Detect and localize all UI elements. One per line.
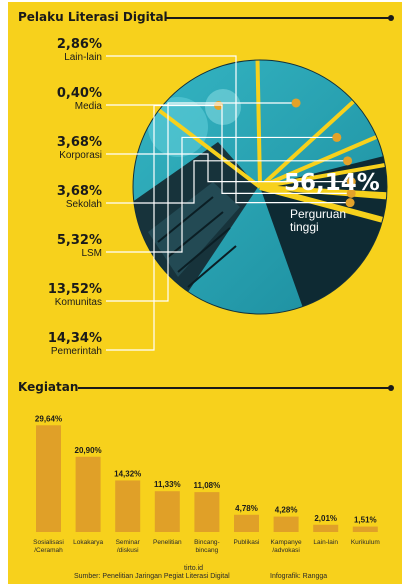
bar bbox=[154, 491, 180, 532]
pie-value: 0,40% bbox=[56, 86, 102, 101]
pie-slice-marker bbox=[346, 188, 356, 198]
pie-slice-boundary bbox=[259, 184, 384, 223]
pie-leader-line bbox=[106, 55, 351, 204]
bar-category-label: Kampanye/advokasi bbox=[271, 539, 302, 554]
section-title-kegiatan: Kegiatan bbox=[18, 380, 79, 394]
bar-category-label: Bincang-bincang bbox=[194, 539, 220, 554]
pie-value: 5,32% bbox=[56, 233, 102, 248]
infographic: Pelaku Literasi Digital bbox=[8, 2, 402, 584]
pie-label-komunitas: 13,52% Komunitas bbox=[8, 282, 102, 309]
footer-credit: Infografik: Rangga bbox=[270, 573, 328, 580]
pie-label-media: 0,40% Media bbox=[8, 86, 102, 113]
pie-slice-boundary bbox=[259, 135, 378, 189]
pie-category: Korporasi bbox=[59, 150, 102, 161]
bar-category-label: Publikasi bbox=[233, 539, 259, 546]
pie-slice-boundary bbox=[157, 108, 262, 189]
bar-category-label: Lain-lain bbox=[313, 539, 338, 546]
section-rule bbox=[78, 387, 392, 389]
pie-outline bbox=[132, 59, 388, 315]
bar bbox=[194, 492, 220, 532]
bar-value-label: 2,01% bbox=[314, 514, 337, 523]
pie-slice-marker bbox=[346, 177, 356, 187]
pie-category: Sekolah bbox=[65, 199, 102, 210]
bar-value-label: 14,32% bbox=[114, 469, 141, 478]
bar bbox=[352, 526, 378, 532]
pie-value: 3,68% bbox=[56, 184, 102, 199]
pie-slice-boundary bbox=[255, 59, 262, 188]
bar bbox=[36, 425, 61, 532]
pie-value: 14,34% bbox=[47, 331, 102, 346]
pie-slice-boundary bbox=[259, 185, 387, 200]
pie-slices bbox=[132, 59, 388, 315]
bar-value-label: 4,28% bbox=[275, 506, 298, 515]
pie-label-lsm: 5,32% LSM bbox=[8, 233, 102, 260]
bar-category-label: Penelitian bbox=[153, 539, 182, 546]
pie-slice-marker bbox=[345, 198, 355, 208]
pie-value: 2,86% bbox=[56, 37, 102, 52]
bar-value-label: 11,33% bbox=[154, 480, 181, 489]
bar bbox=[273, 516, 299, 532]
pie-leader-line bbox=[106, 160, 348, 204]
pie-main-category: Perguruan tinggi bbox=[290, 207, 347, 234]
bar bbox=[313, 524, 339, 532]
pie-category: Pemerintah bbox=[50, 346, 102, 357]
bar-value-label: 11,08% bbox=[194, 481, 221, 490]
pie-label-pemerintah: 14,34% Pemerintah bbox=[8, 331, 102, 358]
pie-slice-boundary bbox=[259, 162, 386, 189]
pie-slice-marker bbox=[332, 132, 342, 142]
bar bbox=[115, 480, 141, 532]
section-rule bbox=[166, 17, 392, 19]
pie-leader-line bbox=[106, 136, 337, 253]
bar-category-label: Kurikulum bbox=[351, 539, 380, 546]
pie-chart bbox=[106, 55, 388, 351]
footer-site: tirto.id bbox=[184, 565, 204, 572]
pie-slice-marker bbox=[343, 156, 353, 166]
bar-category-label: Lokakarya bbox=[73, 539, 103, 546]
footer-source: Sumber: Penelitian Jaringan Pegiat Liter… bbox=[74, 573, 230, 580]
bar-series: 29,64% Sosialisasi/Ceramah 20,90% Lokakarya… bbox=[33, 414, 380, 554]
pie-leader-line bbox=[106, 104, 352, 194]
pie-category: Komunitas bbox=[54, 297, 102, 308]
pie-category: Media bbox=[74, 101, 102, 112]
bar-chart: 29,64% Sosialisasi/Ceramah 20,90% Lokakarya… bbox=[33, 414, 380, 554]
pie-value: 13,52% bbox=[47, 282, 102, 297]
pie-category: Lain-lain bbox=[64, 52, 102, 63]
pie-label-lain-lain: 2,86% Lain-lain bbox=[8, 37, 102, 64]
section-rule-dot bbox=[388, 385, 394, 391]
pie-leader-lines bbox=[106, 55, 356, 351]
pie-slice-boundary bbox=[258, 99, 356, 189]
bar bbox=[75, 456, 101, 532]
pie-slice-marker bbox=[291, 98, 301, 108]
pie-label-korporasi: 3,68% Korporasi bbox=[8, 135, 102, 162]
bar-value-label: 4,78% bbox=[235, 504, 258, 513]
bar-value-label: 29,64% bbox=[35, 414, 62, 423]
section-title-pelaku: Pelaku Literasi Digital bbox=[18, 10, 168, 24]
bar-category-label: Sosialisasi/Ceramah bbox=[33, 539, 64, 554]
bar-value-label: 1,51% bbox=[354, 516, 377, 525]
bar bbox=[234, 514, 259, 532]
pie-leader-line bbox=[106, 153, 352, 183]
pie-category: LSM bbox=[81, 248, 102, 259]
section-rule-dot bbox=[388, 15, 394, 21]
pie-label-sekolah: 3,68% Sekolah bbox=[8, 184, 102, 211]
pie-leader-line bbox=[106, 102, 297, 302]
pie-main-value: 56,14% bbox=[284, 170, 380, 196]
bar-value-label: 20,90% bbox=[75, 446, 102, 455]
pie-value: 3,68% bbox=[56, 135, 102, 150]
bar-category-label: Seminar/diskusi bbox=[116, 539, 141, 554]
